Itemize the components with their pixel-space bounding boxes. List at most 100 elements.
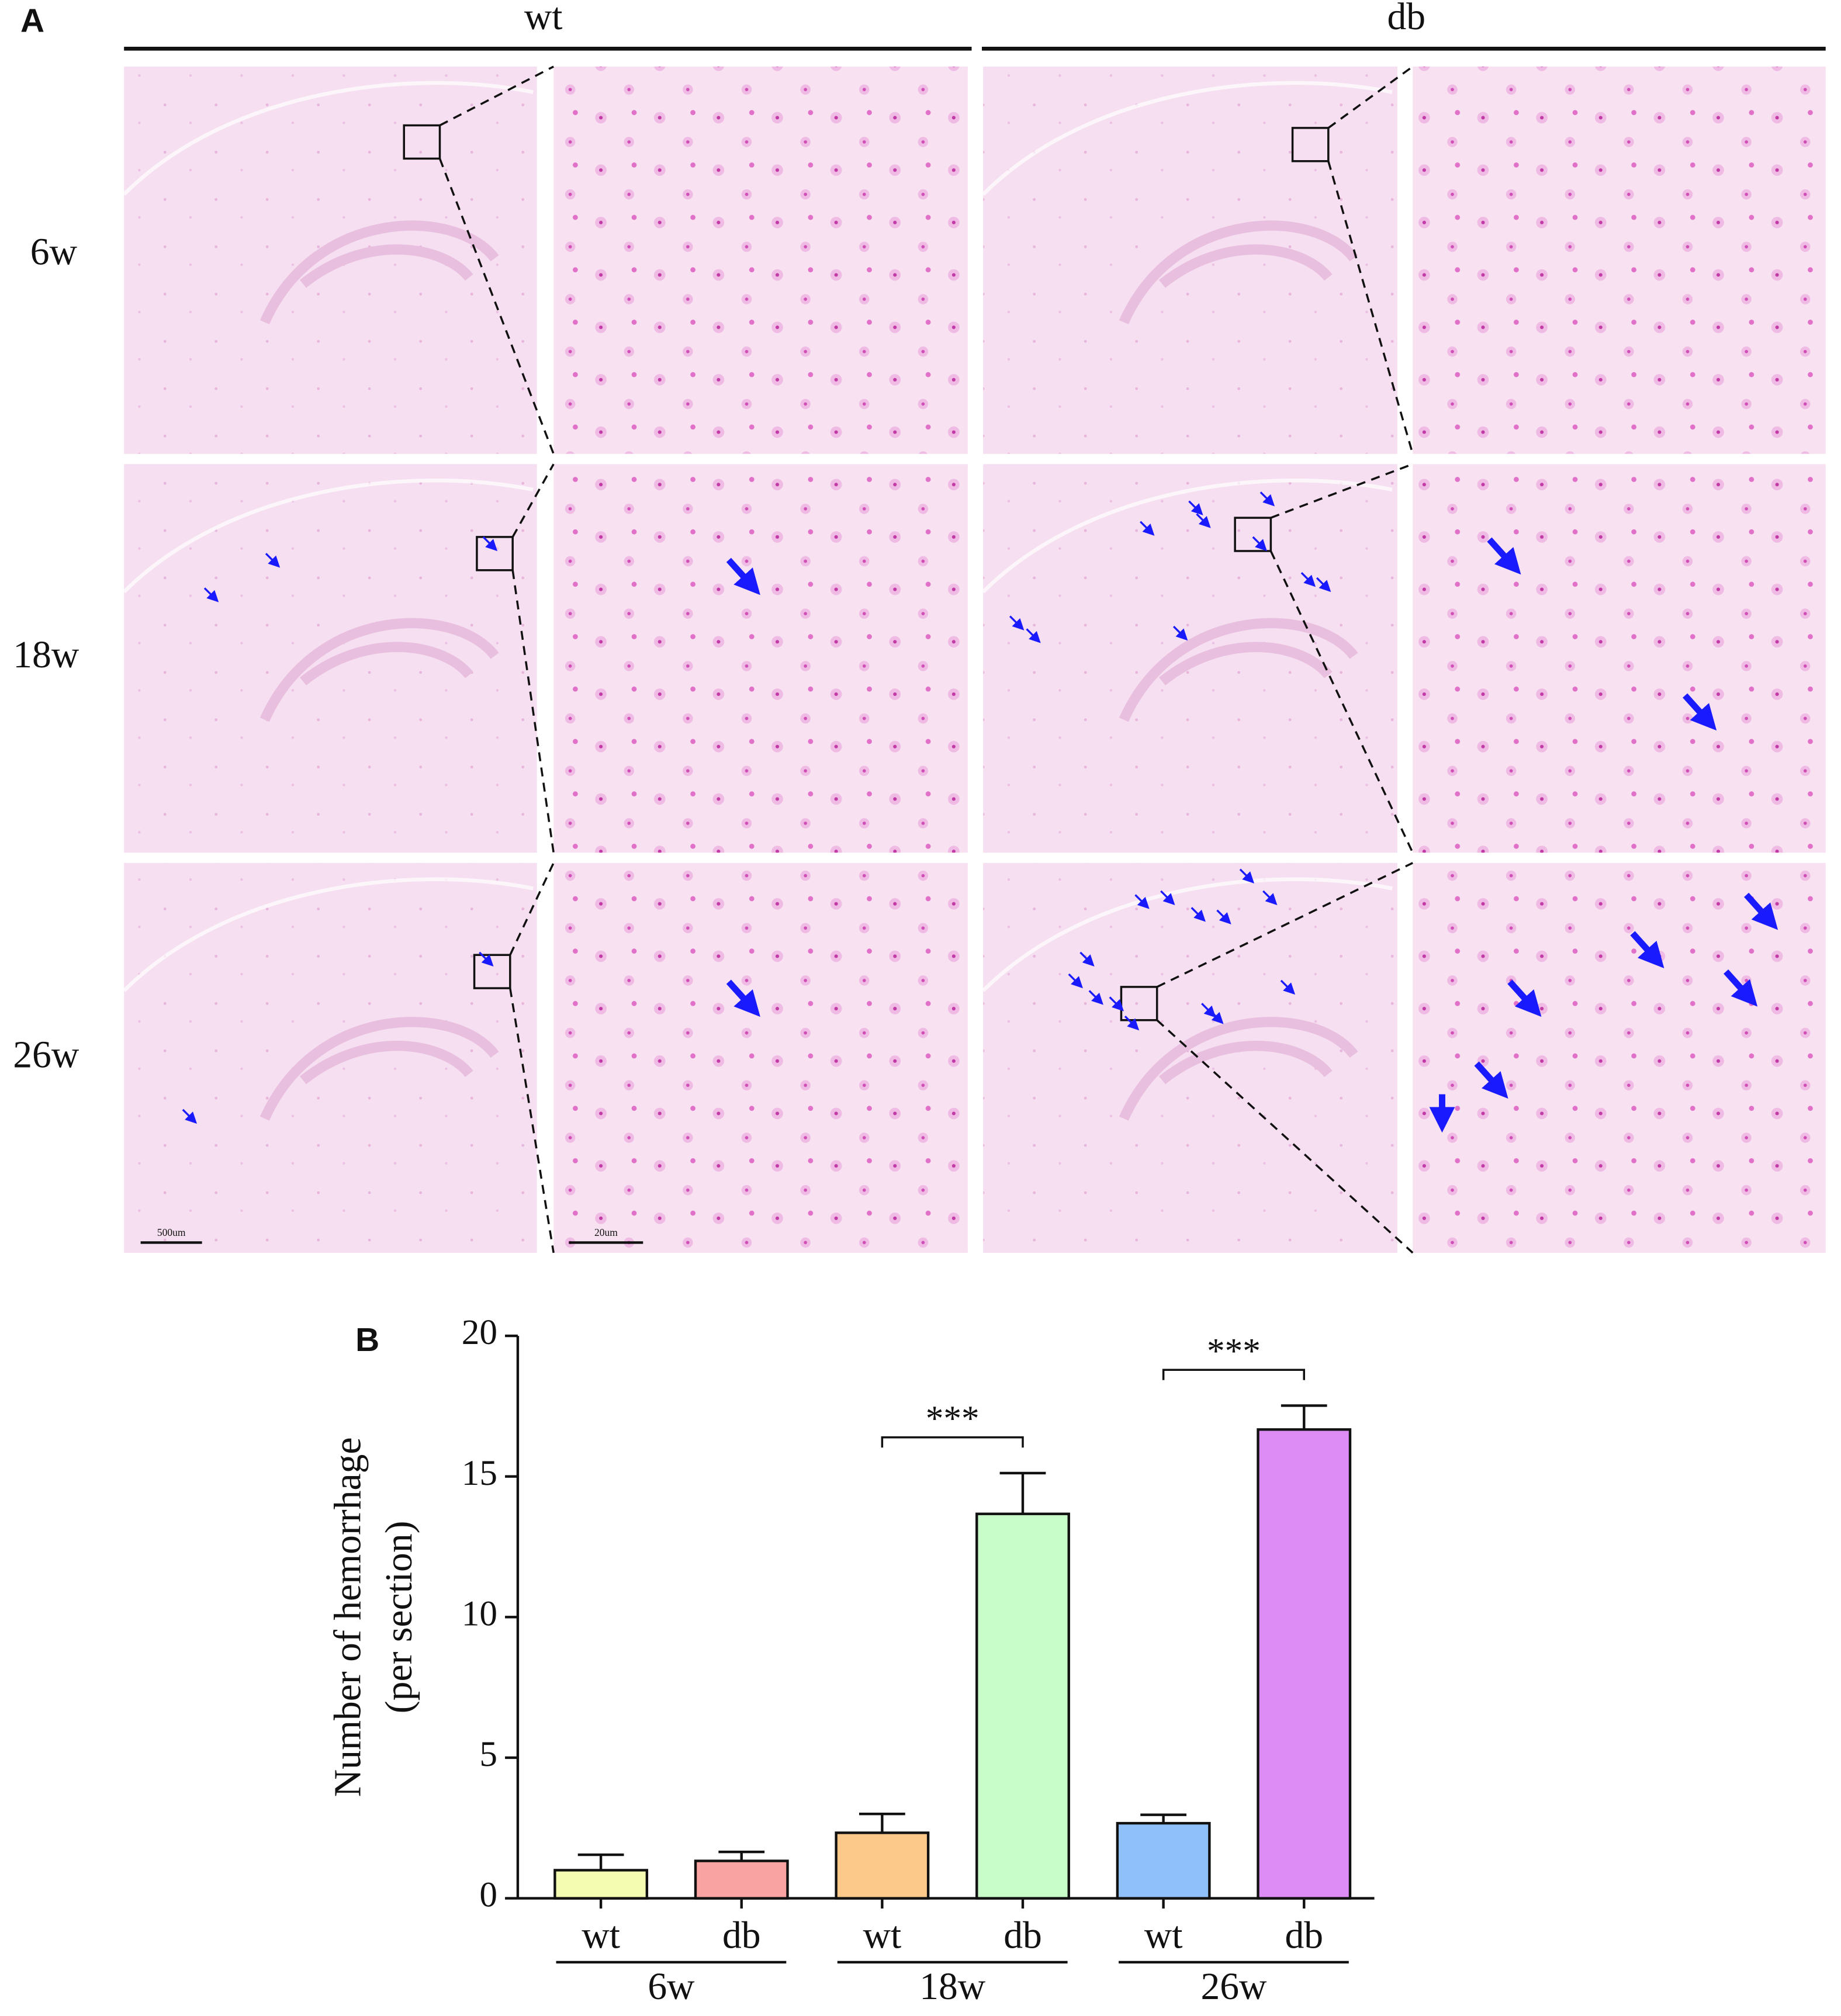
bar <box>553 1869 649 1900</box>
zoom-box <box>476 536 514 571</box>
hippocampus-outline <box>1119 1017 1358 1121</box>
hemorrhage-arrow <box>1300 571 1316 587</box>
micrographs <box>122 65 1826 1254</box>
zoom-line <box>439 65 554 127</box>
micrograph <box>1413 66 1826 454</box>
micrograph <box>553 66 968 454</box>
zoom-line <box>1327 65 1414 129</box>
hemorrhage-arrow <box>1474 1061 1508 1099</box>
zoom-line <box>1270 463 1413 519</box>
hemorrhage-arrow <box>1196 513 1211 528</box>
bar <box>694 1859 789 1900</box>
bar <box>975 1512 1070 1900</box>
bar <box>835 1831 930 1900</box>
micrograph <box>1413 464 1826 853</box>
zoom-line <box>438 158 555 455</box>
hemorrhage-arrow <box>482 536 498 552</box>
y-tick-label: 0 <box>479 1875 497 1915</box>
hemorrhage-arrow <box>1188 500 1203 515</box>
zoom-line <box>511 463 555 538</box>
cortex-edge <box>981 81 1393 196</box>
hemorrhage-arrow <box>1191 907 1206 922</box>
x-tick-label: db <box>1285 1915 1323 1957</box>
hemorrhage-arrow <box>1079 951 1095 967</box>
hemorrhage-arrow <box>1239 868 1255 884</box>
zoom-line <box>1156 862 1413 988</box>
hemorrhage-arrow <box>1088 990 1103 1005</box>
hemorrhage-arrow <box>1009 615 1025 631</box>
row-label: 18w <box>13 634 79 676</box>
x-tick-label: db <box>1003 1915 1042 1957</box>
hemorrhage-arrow <box>1160 890 1175 906</box>
hemorrhage-arrow <box>1109 996 1124 1012</box>
hemorrhage-arrow <box>1259 491 1275 507</box>
micrograph <box>553 862 968 1253</box>
hemorrhage-arrow <box>726 557 760 595</box>
significance-label: *** <box>926 1399 980 1439</box>
zoom-line <box>509 862 555 955</box>
y-axis-label: Number of hemorrhage <box>327 1437 369 1797</box>
hemorrhage-arrow <box>1068 973 1083 989</box>
cortex-edge <box>122 478 534 594</box>
bar <box>1257 1428 1352 1900</box>
y-tick-label: 10 <box>462 1594 497 1633</box>
hemorrhage-arrow <box>203 587 219 602</box>
hippocampus-outline <box>259 220 499 324</box>
hippocampus-outline <box>1119 618 1358 722</box>
group-label: 18w <box>919 1966 986 2008</box>
group-label: 6w <box>648 1966 695 2008</box>
hemorrhage-arrow <box>1630 931 1664 969</box>
group-label: 26w <box>1200 1966 1267 2008</box>
cortex-edge <box>122 81 534 196</box>
micrograph <box>553 464 968 853</box>
hemorrhage-arrow <box>1683 693 1717 731</box>
hemorrhage-arrow <box>1216 909 1231 924</box>
hemorrhage-arrow <box>1744 892 1778 930</box>
x-tick-label: db <box>722 1915 761 1957</box>
hemorrhage-arrow <box>1134 894 1150 909</box>
hemorrhage-arrow <box>1487 537 1521 575</box>
hemorrhage-arrow <box>1209 1009 1224 1024</box>
zoom-line <box>509 988 555 1253</box>
cortex-edge <box>981 877 1393 992</box>
y-tick-label: 5 <box>479 1734 497 1774</box>
scale-bar-label: 500um <box>157 1227 186 1238</box>
hemorrhage-arrow <box>479 951 494 967</box>
zoom-box <box>1291 127 1330 162</box>
row-label: 26w <box>13 1034 79 1076</box>
bar <box>1116 1821 1211 1900</box>
column-label: wt <box>524 0 563 38</box>
x-tick-label: wt <box>1144 1915 1183 1957</box>
hemorrhage-arrow <box>265 553 281 568</box>
micrograph <box>124 66 537 454</box>
hemorrhage-arrow <box>1262 890 1278 906</box>
panel-label: A <box>20 3 44 40</box>
hippocampus-outline <box>259 618 499 722</box>
hemorrhage-arrow <box>1140 521 1155 536</box>
hemorrhage-arrow <box>1124 1016 1140 1031</box>
zoom-box <box>1234 517 1272 552</box>
y-tick-label: 15 <box>462 1453 497 1493</box>
zoom-line <box>511 570 555 853</box>
row-label: 6w <box>30 231 78 273</box>
hemorrhage-arrow <box>1280 979 1296 995</box>
y-axis-label: (per section) <box>378 1520 420 1713</box>
x-tick-label: wt <box>863 1915 902 1957</box>
zoom-line <box>1269 550 1414 853</box>
hemorrhage-arrow <box>726 979 760 1017</box>
hemorrhage-arrow <box>1507 979 1542 1017</box>
zoom-line <box>1327 161 1414 455</box>
hemorrhage-arrow <box>182 1109 198 1124</box>
panel-label: B <box>355 1322 379 1359</box>
hippocampus-outline <box>1119 220 1358 324</box>
x-tick-label: wt <box>582 1915 620 1957</box>
zoom-box <box>403 124 441 160</box>
hippocampus-outline <box>259 1017 499 1121</box>
hemorrhage-arrow <box>1252 536 1267 552</box>
bar-chart: 0 5 10 15 20 Number of hemorrhage (per section… <box>327 1312 1375 2008</box>
hemorrhage-arrow <box>1316 577 1331 593</box>
significance-label: *** <box>1207 1331 1261 1371</box>
hemorrhage-arrow <box>1724 969 1758 1007</box>
cortex-edge <box>122 877 534 992</box>
